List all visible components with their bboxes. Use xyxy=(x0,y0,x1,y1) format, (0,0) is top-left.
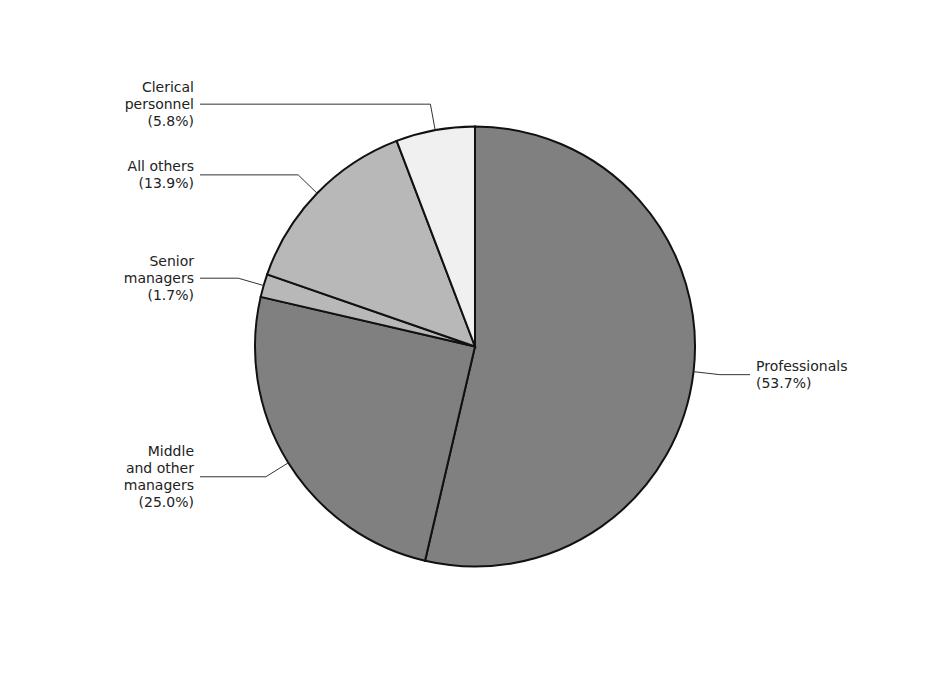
leader-line xyxy=(200,278,264,285)
category-label: Clerical xyxy=(142,79,194,95)
leader-line xyxy=(200,104,435,130)
category-label: personnel xyxy=(125,96,194,112)
category-label: Professionals xyxy=(756,358,847,374)
slice-label: Clericalpersonnel(5.8%) xyxy=(125,79,194,129)
leader-line xyxy=(694,372,750,375)
pie: Professionals(53.7%)Middleand othermanag… xyxy=(124,79,848,566)
value-label: (53.7%) xyxy=(756,375,811,391)
category-label: All others xyxy=(128,158,194,174)
slices xyxy=(255,126,695,566)
labels: Professionals(53.7%)Middleand othermanag… xyxy=(124,79,848,510)
slice-label: Middleand othermanagers(25.0%) xyxy=(124,443,194,509)
category-label: managers xyxy=(124,477,194,493)
slice-label: All others(13.9%) xyxy=(128,158,194,191)
slice-label: Professionals(53.7%) xyxy=(756,358,847,391)
value-label: (25.0%) xyxy=(139,494,194,510)
value-label: (5.8%) xyxy=(148,113,195,129)
leader-lines xyxy=(200,104,750,477)
leader-line xyxy=(200,463,288,477)
chart: Professionals(53.7%)Middleand othermanag… xyxy=(0,0,950,693)
category-label: Senior xyxy=(149,253,194,269)
category-label: managers xyxy=(124,270,194,286)
slice xyxy=(397,127,475,347)
category-label: Middle xyxy=(148,443,194,459)
slice-label: Seniormanagers(1.7%) xyxy=(124,253,194,303)
value-label: (1.7%) xyxy=(148,287,195,303)
value-label: (13.9%) xyxy=(139,175,194,191)
leader-line xyxy=(200,175,317,193)
category-label: and other xyxy=(126,460,194,476)
